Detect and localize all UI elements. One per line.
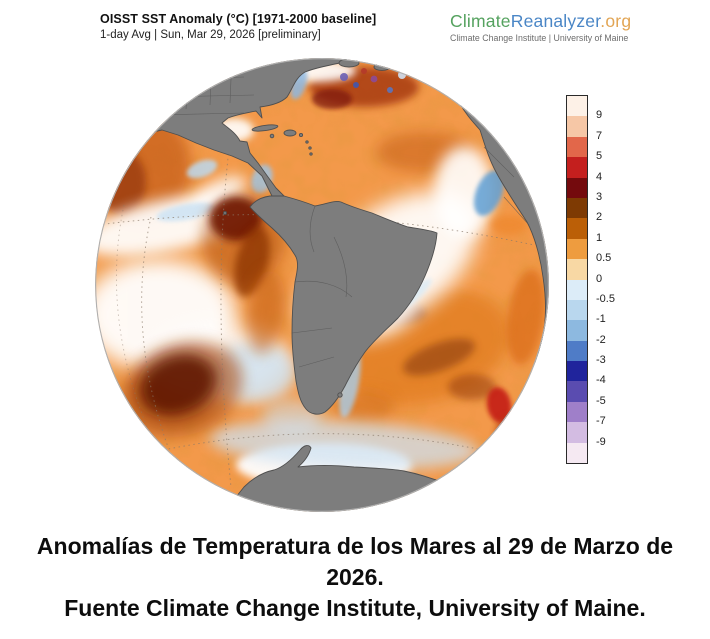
island-antilles-3 bbox=[309, 152, 313, 156]
climatereanalyzer-logo: ClimateReanalyzer.org Climate Change Ins… bbox=[450, 11, 632, 44]
island-falklands bbox=[337, 392, 343, 398]
colorbar-gradient bbox=[566, 95, 588, 464]
colorbar-tick-label: -0.5 bbox=[596, 292, 615, 305]
colorbar-tick-label: 9 bbox=[596, 109, 603, 122]
colorbar-legend: 9 7 5 4 3 2 1 0.5 0 -0.5 -1 -2 -3 -4 -5 -7 -9 bbox=[566, 95, 636, 475]
sst-anomaly-globe-svg bbox=[95, 58, 549, 512]
colorbar-segment bbox=[567, 218, 587, 239]
logo-tagline: Climate Change Institute | University of… bbox=[450, 33, 629, 44]
logo-word-org: .org bbox=[600, 11, 632, 31]
island-cuba bbox=[251, 124, 279, 132]
colorbar-tick-label: 0.5 bbox=[596, 252, 612, 265]
colorbar-segment bbox=[567, 320, 587, 341]
island-antilles-2 bbox=[308, 146, 312, 150]
colorbar-tick-label: 3 bbox=[596, 190, 603, 203]
island-jamaica bbox=[269, 133, 275, 139]
colorbar-tick-label: 0 bbox=[596, 272, 603, 285]
header-title-block: OISST SST Anomaly (°C) [1971-2000 baseli… bbox=[100, 12, 376, 41]
colorbar-tick-label: 1 bbox=[596, 231, 603, 244]
graticule-lines bbox=[97, 148, 535, 488]
colorbar-tick-label: -9 bbox=[596, 435, 606, 448]
caption-line-2: Fuente Climate Change Institute, Univers… bbox=[64, 594, 646, 621]
caption-line-1: Anomalías de Temperatura de los Mares al… bbox=[36, 533, 674, 590]
chart-subtitle: 1-day Avg | Sun, Mar 29, 2026 [prelimina… bbox=[100, 29, 321, 41]
colorbar-segment bbox=[567, 259, 587, 280]
colorbar-tick-label: -3 bbox=[596, 354, 606, 367]
caption-block: Anomalías de Temperatura de los Mares al… bbox=[0, 531, 710, 623]
island-antilles-1 bbox=[305, 140, 309, 144]
island-puerto-rico bbox=[298, 132, 304, 138]
colorbar-segment bbox=[567, 136, 587, 158]
colorbar-tick-label: 5 bbox=[596, 150, 603, 163]
colorbar-segment bbox=[567, 442, 587, 464]
logo-word-reanalyzer: Reanalyzer bbox=[510, 11, 601, 31]
colorbar-segment bbox=[567, 238, 587, 260]
colorbar-segment bbox=[567, 340, 587, 362]
chart-title: OISST SST Anomaly (°C) [1971-2000 baseli… bbox=[100, 12, 377, 26]
colorbar-segment bbox=[567, 279, 587, 300]
globe-limb bbox=[95, 58, 549, 512]
colorbar-segment bbox=[567, 96, 587, 117]
colorbar-segment bbox=[567, 197, 587, 219]
colorbar-tick-label: 7 bbox=[596, 129, 603, 142]
colorbar-segment bbox=[567, 361, 587, 382]
colorbar-tick-label: -4 bbox=[596, 374, 606, 387]
island-hispaniola bbox=[283, 129, 297, 137]
colorbar-segment bbox=[567, 157, 587, 178]
colorbar-tick-label: 2 bbox=[596, 211, 603, 224]
colorbar-segment bbox=[567, 177, 587, 198]
colorbar-segment bbox=[567, 381, 587, 402]
logo-wordmark: ClimateReanalyzer.org bbox=[450, 11, 632, 31]
continent-south-america bbox=[249, 195, 438, 415]
colorbar-ticks: 9 7 5 4 3 2 1 0.5 0 -0.5 -1 -2 -3 -4 -5 -7 -9 bbox=[596, 95, 636, 462]
logo-word-climate: Climate bbox=[450, 11, 511, 31]
colorbar-tick-label: -5 bbox=[596, 394, 606, 407]
globe-map bbox=[94, 57, 550, 513]
colorbar-tick-label: -7 bbox=[596, 415, 606, 428]
colorbar-segment bbox=[567, 116, 587, 137]
colorbar-tick-label: -1 bbox=[596, 313, 606, 326]
colorbar-tick-label: 4 bbox=[596, 170, 603, 183]
extreme-warm-blobs bbox=[121, 193, 527, 454]
colorbar-tick-label: -2 bbox=[596, 333, 606, 346]
colorbar-segment bbox=[567, 401, 587, 423]
colorbar-segment bbox=[567, 299, 587, 321]
island-galapagos bbox=[223, 211, 227, 215]
colorbar-segment bbox=[567, 422, 587, 443]
